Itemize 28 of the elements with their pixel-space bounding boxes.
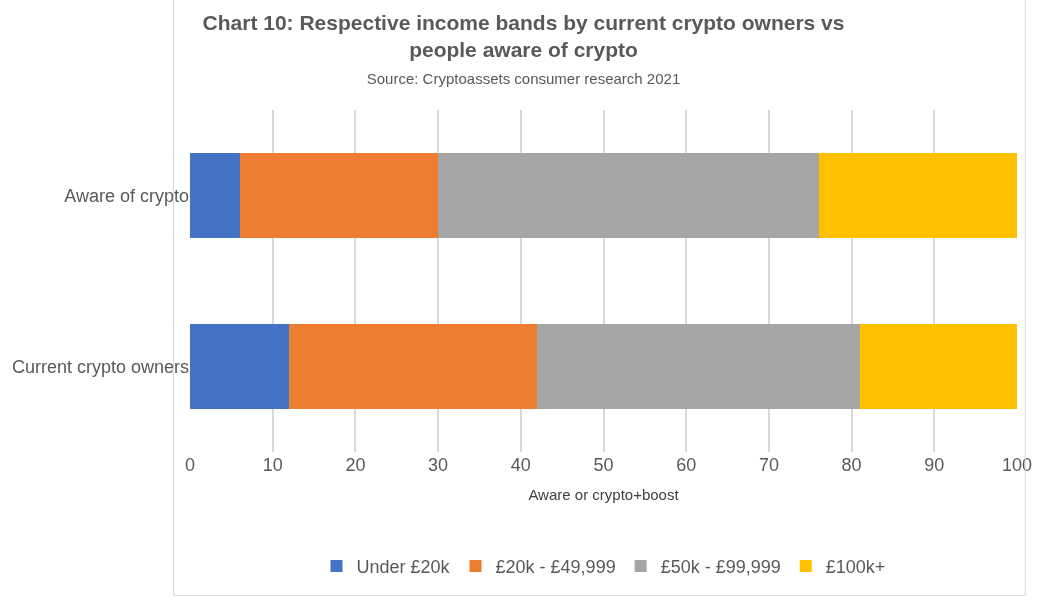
x-tick-label: 0 [184,455,196,475]
y-tick-label: Current crypto owners [11,356,189,377]
x-tick-label: 50 [593,455,614,475]
x-tick-label: 10 [262,455,283,475]
x-tick-label: 90 [924,455,945,475]
x-tick-label: 100 [1001,455,1033,475]
bar [818,152,1017,239]
bar [289,323,538,410]
bar [537,323,860,410]
x-axis-title: Aware or crypto+boost [528,486,680,503]
legend-label: Under £20k [356,556,451,577]
bar [859,323,1017,410]
y-tick-label: Aware of crypto [64,185,189,206]
bar [239,152,439,239]
x-tick-label: 40 [510,455,531,475]
x-tick-label: 70 [758,455,779,475]
bar [190,323,290,410]
bar [190,152,240,239]
x-tick-label: 20 [345,455,366,475]
x-tick-label: 60 [676,455,697,475]
bar [438,152,819,239]
legend-label: £50k - £99,999 [660,556,781,577]
legend-label: £100k+ [825,556,886,577]
x-tick-label: 80 [841,455,862,475]
legend-label: £20k - £49,999 [495,556,616,577]
x-tick-label: 30 [428,455,449,475]
chart-subtitle: Source: Cryptoassets consumer research 2021 [366,70,681,88]
chart-title: Chart 10: Respective income bands by current crypto owners vs people aware of crypto [202,10,845,62]
